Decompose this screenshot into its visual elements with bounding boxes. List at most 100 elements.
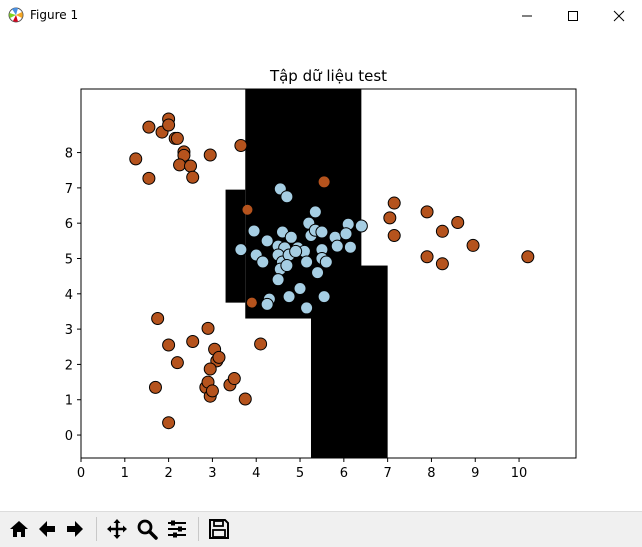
point-inner-class [354,219,368,233]
point-inner-class [311,266,325,280]
point-inner-class [260,297,274,311]
x-tick-label: 7 [383,466,391,481]
point-outer-class [238,392,252,406]
point-outer-class [387,229,401,243]
move-icon [107,519,127,539]
point-outer-class [142,171,156,185]
point-inner-class [280,259,294,273]
maximize-button[interactable] [550,0,596,31]
arrow-right-icon [67,521,83,537]
point-outer-class [205,384,219,398]
decision-region [225,189,246,303]
x-tick-label: 6 [340,466,348,481]
point-outer-class [142,120,156,134]
y-tick-label: 3 [65,323,73,338]
axes-frame [80,88,577,459]
point-outer-class [420,250,434,264]
x-tick-label: 9 [471,466,479,481]
floppy-disk-icon [209,519,229,539]
point-inner-class [289,244,303,258]
data-points [129,112,535,430]
point-inner-class [343,240,357,254]
decision-regions [225,89,388,458]
save-button[interactable] [206,516,232,542]
point-outer-class [435,257,449,271]
point-outer-class [184,159,198,173]
point-outer-class [170,356,184,370]
home-icon [10,521,28,537]
x-tick-label: 0 [77,466,85,481]
point-inner-class [284,230,298,244]
toolbar-separator [198,517,199,541]
point-outer-class [203,148,217,162]
y-tick-label: 1 [65,394,73,409]
home-button[interactable] [6,516,32,542]
x-tick-label: 10 [511,466,528,481]
point-outer-class [212,350,226,364]
point-inner-class [293,282,307,296]
x-tick-label: 2 [164,466,172,481]
zoom-button[interactable] [134,516,160,542]
toolbar-separator [96,517,97,541]
figure-canvas: 0 1 2 3 4 5 6 7 8 9 10 0 1 2 3 4 5 6 7 8 Tập dữ liệu test [0,31,642,511]
back-button[interactable] [34,516,60,542]
y-tick-label: 7 [65,182,73,197]
y-tick-label: 6 [65,217,73,232]
point-outer-class [383,211,397,225]
point-outer-class [148,380,162,394]
point-test-highlight [242,204,253,215]
y-tick-label: 5 [65,252,73,267]
point-outer-class [129,152,143,166]
point-outer-class [151,312,165,326]
close-button[interactable] [596,0,642,31]
window-title: Figure 1 [30,8,79,22]
point-outer-class [162,118,176,132]
y-tick-label: 8 [65,147,73,162]
point-inner-class [300,301,314,315]
sliders-icon [168,520,186,538]
point-inner-class [317,290,331,304]
point-inner-class [308,205,322,219]
matplotlib-icon [8,7,24,23]
x-tick-label: 3 [208,466,216,481]
point-inner-class [271,273,285,287]
point-outer-class [234,138,248,152]
point-outer-class [162,416,176,430]
window-titlebar: Figure 1 [0,0,642,31]
point-outer-class [254,337,268,351]
point-test-highlight [246,297,257,308]
point-outer-class [227,372,241,386]
point-inner-class [256,255,270,269]
point-outer-class [162,338,176,352]
point-outer-class [435,224,449,238]
point-outer-class [420,205,434,219]
point-inner-class [330,239,344,253]
subplots-button[interactable] [164,516,190,542]
y-tick-label: 4 [65,288,73,303]
point-inner-class [319,255,333,269]
close-icon [613,10,625,21]
point-inner-class [247,224,261,238]
forward-button[interactable] [62,516,88,542]
point-inner-class [315,225,329,239]
point-outer-class [170,131,184,145]
point-inner-class [300,255,314,269]
maximize-icon [568,10,578,21]
point-outer-class [173,158,187,172]
point-outer-class [317,175,331,189]
point-outer-class [201,321,215,335]
minimize-button[interactable] [504,0,550,31]
y-axis: 0 1 2 3 4 5 6 7 8 [65,147,81,444]
arrow-left-icon [39,521,55,537]
scatter-chart: 0 1 2 3 4 5 6 7 8 9 10 0 1 2 3 4 5 6 7 8 Tập dữ liệu test [65,67,577,481]
magnifier-icon [137,519,158,540]
point-outer-class [521,250,535,264]
minimize-icon [522,15,532,16]
point-inner-class [280,190,294,204]
point-outer-class [203,362,217,376]
x-tick-label: 1 [121,466,129,481]
navigation-toolbar [0,511,642,547]
pan-button[interactable] [104,516,130,542]
x-axis: 0 1 2 3 4 5 6 7 8 9 10 [77,458,527,481]
point-inner-class [234,243,248,257]
